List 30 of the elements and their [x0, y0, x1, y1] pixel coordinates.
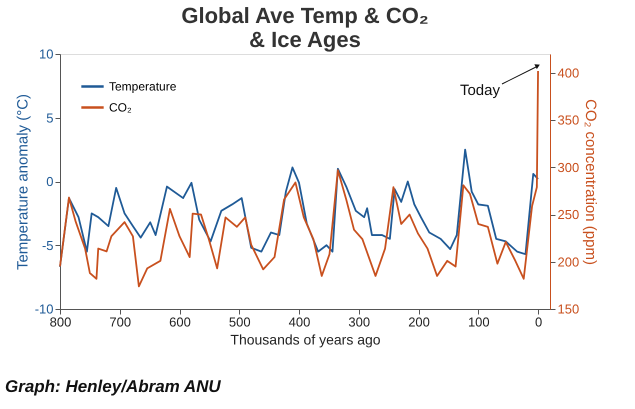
x-tick-label: 400: [288, 314, 310, 330]
x-axis-title: Thousands of years ago: [230, 332, 381, 348]
x-tick-label: 600: [169, 314, 191, 330]
text: Graph: Henley/Abram ANU: [5, 377, 222, 396]
y-tick-label: 5: [46, 110, 54, 126]
legend-label: Temperature: [109, 80, 177, 94]
x-tick-label: 300: [348, 314, 370, 330]
y-axis-title: Temperature anomaly (°C): [14, 94, 32, 270]
y2-tick-label: 400: [558, 65, 580, 80]
x-tick-label: 800: [50, 314, 72, 330]
x-tick-label: 100: [468, 314, 490, 330]
y-tick-label: -10: [34, 302, 54, 316]
y-tick-label: 0: [46, 174, 54, 189]
legend-label: CO₂: [109, 100, 132, 114]
y2-axis-title: CO₂ concentration (ppm): [582, 99, 600, 265]
x-tick-label: 500: [228, 314, 251, 330]
x-tick-label: 700: [109, 314, 132, 330]
y2-tick-label: 200: [558, 254, 580, 270]
y2-tick-label: 300: [558, 160, 580, 175]
y-tick-label: 10: [39, 46, 54, 62]
y-tick-label: -5: [42, 238, 54, 253]
y2-tick-label: 150: [558, 302, 580, 316]
annotation: Today: [460, 82, 500, 99]
chart-title: Global Ave Temp & CO₂ & Ice Ages: [181, 3, 429, 52]
x-tick-label: 200: [408, 314, 430, 330]
y2-tick-label: 350: [558, 112, 580, 128]
y2-tick-label: 250: [558, 207, 580, 222]
x-tick-label: 0: [534, 314, 542, 330]
line-series: [59, 148, 539, 268]
line-series: [59, 70, 539, 288]
